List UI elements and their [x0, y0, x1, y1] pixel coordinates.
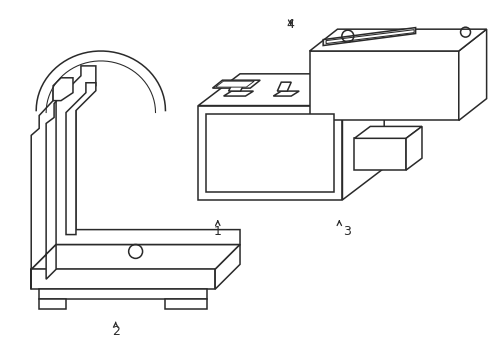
- Bar: [206, 113, 334, 192]
- Polygon shape: [212, 80, 260, 88]
- Polygon shape: [458, 29, 486, 121]
- Polygon shape: [198, 74, 384, 105]
- Polygon shape: [198, 105, 342, 200]
- Text: 4: 4: [286, 18, 294, 31]
- Polygon shape: [354, 126, 421, 138]
- Text: 3: 3: [342, 225, 350, 238]
- Polygon shape: [323, 28, 415, 46]
- Polygon shape: [66, 83, 96, 235]
- Polygon shape: [165, 299, 207, 309]
- Polygon shape: [53, 78, 73, 100]
- Polygon shape: [39, 299, 66, 309]
- Polygon shape: [215, 244, 240, 289]
- Polygon shape: [309, 51, 458, 121]
- Polygon shape: [342, 74, 384, 200]
- Polygon shape: [31, 269, 215, 289]
- Polygon shape: [31, 86, 61, 289]
- Polygon shape: [56, 66, 240, 244]
- Polygon shape: [405, 126, 421, 170]
- Polygon shape: [325, 30, 413, 44]
- Polygon shape: [31, 244, 240, 269]
- Polygon shape: [354, 138, 405, 170]
- Polygon shape: [309, 29, 486, 51]
- Polygon shape: [228, 83, 244, 91]
- Polygon shape: [215, 81, 254, 87]
- Polygon shape: [273, 91, 299, 96]
- Text: 1: 1: [213, 225, 221, 238]
- Polygon shape: [39, 289, 207, 299]
- Polygon shape: [277, 82, 291, 91]
- Text: 2: 2: [111, 325, 120, 338]
- Polygon shape: [223, 91, 253, 96]
